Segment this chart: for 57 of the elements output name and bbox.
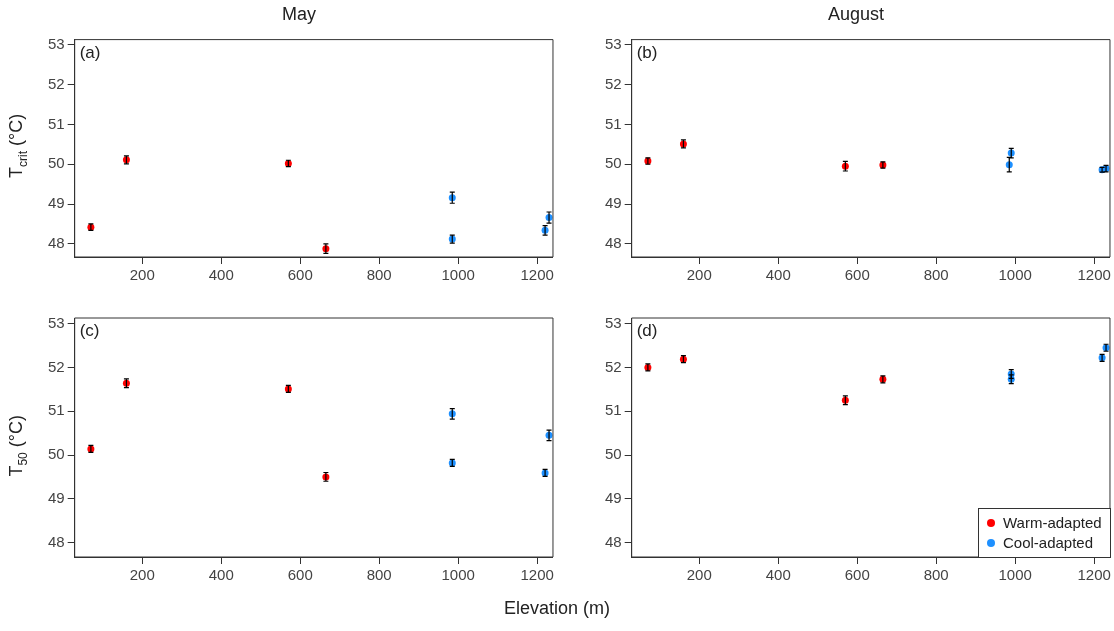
x-tick-label: 1000 (441, 266, 475, 284)
y-tick-label: 51 (48, 114, 65, 132)
y-tick-label: 52 (48, 357, 65, 375)
x-tick-label: 1200 (1077, 266, 1111, 284)
x-tick-label: 600 (844, 266, 870, 284)
x-tick-label: 800 (366, 566, 392, 584)
y-tick-label: 50 (48, 154, 65, 172)
y-tick-label: 48 (48, 532, 65, 550)
x-tick-label: 400 (765, 566, 791, 584)
y-tick-label: 52 (605, 357, 622, 375)
y-tick-label: 49 (605, 194, 622, 212)
x-tick-label: 200 (686, 266, 712, 284)
y-tick-label: 51 (48, 401, 65, 419)
x-tick-label: 1000 (441, 566, 475, 584)
y-tick-label: 51 (605, 401, 622, 419)
x-tick-label: 1000 (998, 566, 1032, 584)
y-tick-label: 52 (48, 74, 65, 92)
annotation: (d) (636, 321, 658, 341)
y-tick-label: 49 (48, 194, 65, 212)
y-tick-label: 51 (605, 114, 622, 132)
legend-label: Warm-adapted (1002, 513, 1102, 533)
x-tick-label: 800 (923, 266, 949, 284)
x-tick-label: 200 (686, 566, 712, 584)
x-axis-title: Elevation (m) (503, 598, 611, 619)
y-tick-label: 48 (48, 234, 65, 251)
x-tick-label: 800 (923, 566, 949, 584)
y-tick-label: 53 (605, 34, 622, 52)
chart-title: August (827, 3, 885, 24)
chart-title: May (281, 3, 317, 24)
x-tick-label: 1200 (520, 266, 554, 284)
x-tick-label: 1200 (1077, 566, 1111, 584)
x-tick-label: 1000 (998, 266, 1032, 284)
x-tick-label: 400 (765, 266, 791, 284)
y-tick-label: 49 (605, 488, 622, 506)
y-tick-label: 48 (605, 234, 622, 251)
x-tick-label: 1200 (520, 566, 554, 584)
annotation: (a) (79, 42, 101, 62)
x-tick-label: 200 (129, 266, 155, 284)
y-tick-label: 52 (605, 74, 622, 92)
y-tick-label: 53 (48, 313, 65, 331)
x-tick-label: 600 (844, 566, 870, 584)
y-tick-label: 53 (48, 34, 65, 52)
x-tick-label: 400 (208, 266, 234, 284)
y-tick-label: 53 (605, 313, 622, 331)
x-tick-label: 200 (129, 566, 155, 584)
y-tick-label: 48 (605, 532, 622, 550)
legend-label: Cool-adapted (1002, 533, 1094, 553)
x-tick-label: 400 (208, 566, 234, 584)
annotation: (b) (636, 42, 658, 62)
y-tick-label: 49 (48, 488, 65, 506)
y-tick-label: 50 (605, 154, 622, 172)
x-tick-label: 600 (287, 566, 313, 584)
x-tick-label: 800 (366, 266, 392, 284)
y-tick-label: 50 (48, 445, 65, 463)
y-tick-label: 50 (605, 445, 622, 463)
x-tick-label: 600 (287, 266, 313, 284)
annotation: (c) (79, 321, 100, 341)
